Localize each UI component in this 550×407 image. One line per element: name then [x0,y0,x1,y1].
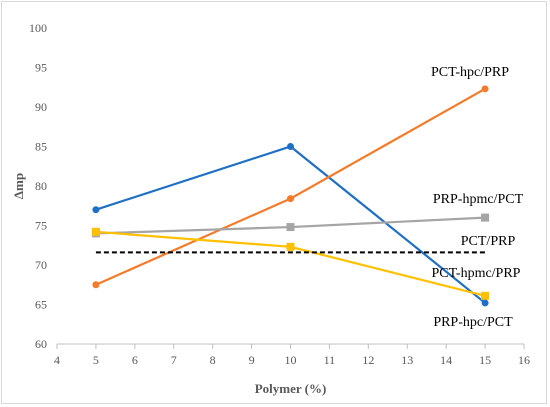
data-point-pct-hpc-prp [287,195,294,203]
y-tick-label: 80 [35,179,47,193]
y-tick-label: 90 [35,100,47,114]
x-tick-label: 8 [210,353,216,367]
data-point-prp-hpc-pct [92,206,100,214]
series-layer [91,85,490,307]
x-tick-label: 4 [54,353,60,367]
x-tick-label: 5 [93,353,99,367]
data-point-prp-hpc-pct [481,299,489,307]
y-tick-label: 95 [35,61,47,75]
annotation-pct-hpmc-prp: PCT-hpmc/PRP [432,266,521,281]
x-tick-label: 16 [518,353,530,367]
y-tick-label: 70 [35,258,47,272]
annotation-pct-prp: PCT/PRP [461,234,516,249]
x-axis-title: Polymer (%) [255,381,327,396]
annotation-prp-hpmc-pct: PRP-hpmc/PCT [433,192,524,207]
series-line-pct-hpmc-prp [95,230,486,297]
data-point-prp-hpmc-pct [481,213,490,222]
data-point-prp-hpc-pct [287,143,294,150]
x-tick-label: 11 [324,353,336,367]
x-tick-label: 14 [440,353,452,367]
data-point-pct-hpc-prp [92,281,100,289]
x-tick-label: 10 [285,353,297,367]
axes: 4 5 6 7 8 9 10 11 12 13 14 15 16 60 65 70 75 80 85 90 95 100 P… [11,21,530,396]
y-tick-label: 60 [35,337,47,351]
x-tick-label: 7 [171,353,177,367]
y-tick-label: 100 [29,21,47,35]
x-tick-label: 9 [249,353,255,367]
y-tick-label: 65 [35,298,47,312]
x-tick-label: 13 [401,353,413,367]
x-tick-label: 12 [362,353,374,367]
data-point-pct-hpmc-prp [286,242,295,251]
y-axis-title: Δmp [11,173,26,199]
data-point-pct-hpmc-prp [481,291,490,300]
annotation-prp-hpc-pct: PRP-hpc/PCT [433,315,513,330]
x-tick-label: 6 [132,353,138,367]
y-tick-label: 85 [35,140,47,154]
data-point-pct-hpmc-prp [91,227,100,236]
data-point-pct-hpc-prp [481,85,489,93]
x-tick-label: 15 [479,353,491,367]
annotation-layer: PCT-hpc/PRP PRP-hpmc/PCT PCT/PRP PCT-hpmc/P… [431,65,524,330]
data-point-prp-hpmc-pct [286,223,295,232]
y-tick-label: 75 [35,219,47,233]
annotation-pct-hpc-prp: PCT-hpc/PRP [431,65,509,80]
